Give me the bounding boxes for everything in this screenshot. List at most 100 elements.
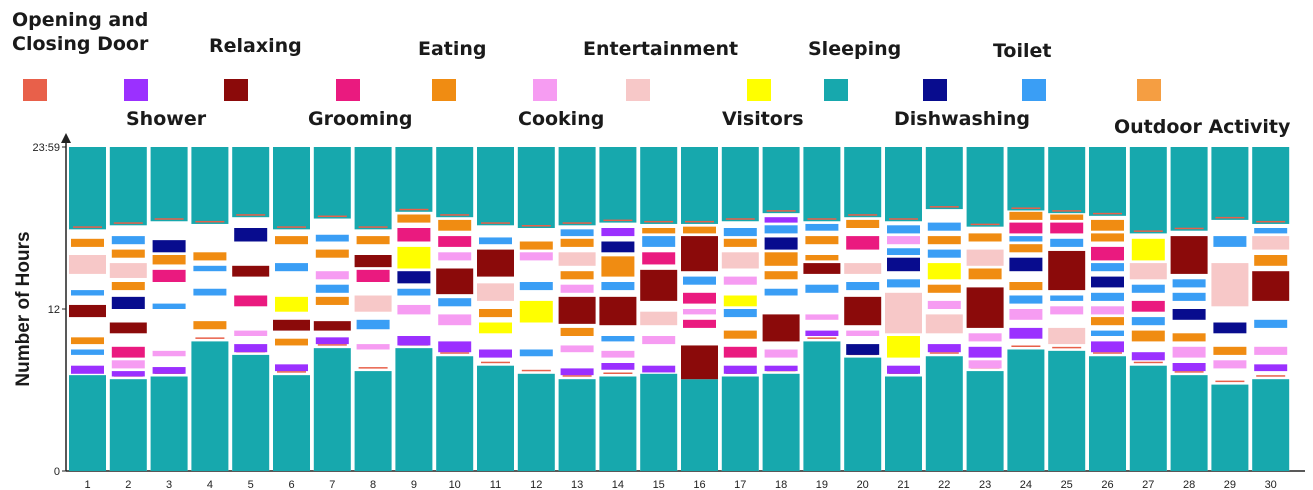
- segment-dishwashing: [1173, 309, 1206, 320]
- segment-eating: [928, 236, 961, 244]
- segment-grooming: [846, 236, 879, 250]
- segment-eating: [1009, 212, 1042, 220]
- segment-opening-and-closing-door: [1134, 362, 1163, 364]
- day-column-26: [1089, 147, 1126, 471]
- y-axis-arrow: [61, 133, 71, 143]
- segment-eating: [805, 255, 838, 260]
- segment-dishwashing: [234, 228, 267, 242]
- x-tick-label: 15: [653, 479, 665, 490]
- segment-opening-and-closing-door: [277, 371, 306, 373]
- x-tick-label: 25: [1061, 479, 1073, 490]
- segment-shower: [153, 367, 186, 374]
- day-column-25: [1048, 147, 1085, 471]
- segment-toilet: [683, 277, 716, 285]
- segment-cooking: [765, 350, 798, 358]
- segment-eating: [112, 250, 145, 258]
- segment-toilet: [1091, 293, 1124, 301]
- segment-eating: [1091, 317, 1124, 325]
- segment-cooking: [1213, 360, 1246, 368]
- segment-eating: [805, 236, 838, 244]
- legend-swatch-sleeping: [824, 79, 848, 101]
- segment-cooking: [969, 333, 1002, 341]
- segment-toilet: [438, 298, 471, 306]
- segment-sleeping: [722, 147, 759, 221]
- y-tick-label: 23:59: [32, 142, 60, 154]
- segment-shower: [887, 366, 920, 374]
- segment-eating: [1091, 220, 1124, 231]
- segment-eating: [1132, 331, 1165, 342]
- segment-sleeping: [844, 358, 881, 471]
- segment-opening-and-closing-door: [195, 337, 224, 339]
- day-column-5: [232, 147, 269, 471]
- segment-sleeping: [355, 371, 392, 471]
- segment-shower: [1173, 363, 1206, 371]
- segment-toilet: [1173, 279, 1206, 287]
- segment-sleeping: [477, 147, 514, 225]
- x-tick-label: 7: [329, 479, 335, 490]
- segment-toilet: [1050, 239, 1083, 247]
- legend-swatch-grooming: [336, 79, 360, 101]
- segment-toilet: [765, 289, 798, 296]
- x-tick-label: 11: [490, 479, 501, 490]
- segment-grooming: [234, 296, 267, 307]
- segment-sleeping: [1252, 379, 1289, 471]
- legend-label-sleeping: Sleeping: [808, 37, 901, 61]
- segment-dishwashing: [397, 271, 430, 283]
- legend-swatch-toilet: [1022, 79, 1046, 101]
- segment-grooming: [438, 236, 471, 247]
- x-tick-label: 22: [938, 479, 950, 490]
- segment-relaxing: [681, 236, 718, 271]
- segment-sleeping: [1211, 147, 1248, 220]
- segment-relaxing: [967, 287, 1004, 328]
- segment-opening-and-closing-door: [1134, 230, 1163, 232]
- day-column-4: [191, 147, 228, 471]
- segment-eating: [479, 309, 512, 317]
- segment-toilet: [805, 224, 838, 231]
- segment-visitors: [887, 336, 920, 358]
- segment-entertainment: [69, 255, 106, 274]
- segment-shower: [928, 344, 961, 352]
- segment-sleeping: [436, 147, 473, 217]
- segment-cooking: [724, 277, 757, 285]
- legend-label-grooming: Grooming: [308, 107, 413, 131]
- segment-cooking: [887, 236, 920, 244]
- segment-opening-and-closing-door: [195, 221, 224, 223]
- day-column-7: [314, 147, 351, 471]
- segment-shower: [479, 350, 512, 358]
- day-column-6: [273, 147, 310, 471]
- day-column-20: [844, 147, 881, 471]
- x-tick-label: 13: [571, 479, 583, 490]
- day-column-24: [1007, 147, 1044, 471]
- segment-relaxing: [559, 297, 596, 324]
- segment-opening-and-closing-door: [644, 221, 673, 223]
- segment-eating: [724, 239, 757, 247]
- segment-eating: [1009, 282, 1042, 290]
- segment-toilet: [316, 285, 349, 293]
- segment-dishwashing: [1091, 277, 1124, 288]
- segment-grooming: [724, 347, 757, 358]
- segment-eating: [969, 269, 1002, 280]
- segment-shower: [765, 217, 798, 222]
- segment-opening-and-closing-door: [685, 221, 714, 223]
- day-column-21: [885, 147, 922, 471]
- segment-opening-and-closing-door: [481, 222, 510, 224]
- x-tick-label: 28: [1183, 479, 1195, 490]
- segment-eating: [969, 233, 1002, 241]
- segment-sleeping: [681, 147, 718, 224]
- segment-eating: [765, 271, 798, 279]
- segment-toilet: [805, 285, 838, 293]
- segment-opening-and-closing-door: [399, 209, 428, 211]
- legend-label-outdoor-activity: Outdoor Activity: [1114, 115, 1290, 139]
- segment-eating: [520, 242, 553, 250]
- segment-visitors: [397, 247, 430, 269]
- day-column-30: [1252, 147, 1289, 471]
- day-column-22: [926, 147, 963, 471]
- segment-toilet: [71, 290, 104, 295]
- segment-eating: [561, 328, 594, 336]
- segment-shower: [1009, 328, 1042, 339]
- segment-eating: [71, 239, 104, 247]
- segment-opening-and-closing-door: [114, 222, 143, 224]
- day-column-28: [1171, 147, 1208, 471]
- segment-cooking: [520, 252, 553, 260]
